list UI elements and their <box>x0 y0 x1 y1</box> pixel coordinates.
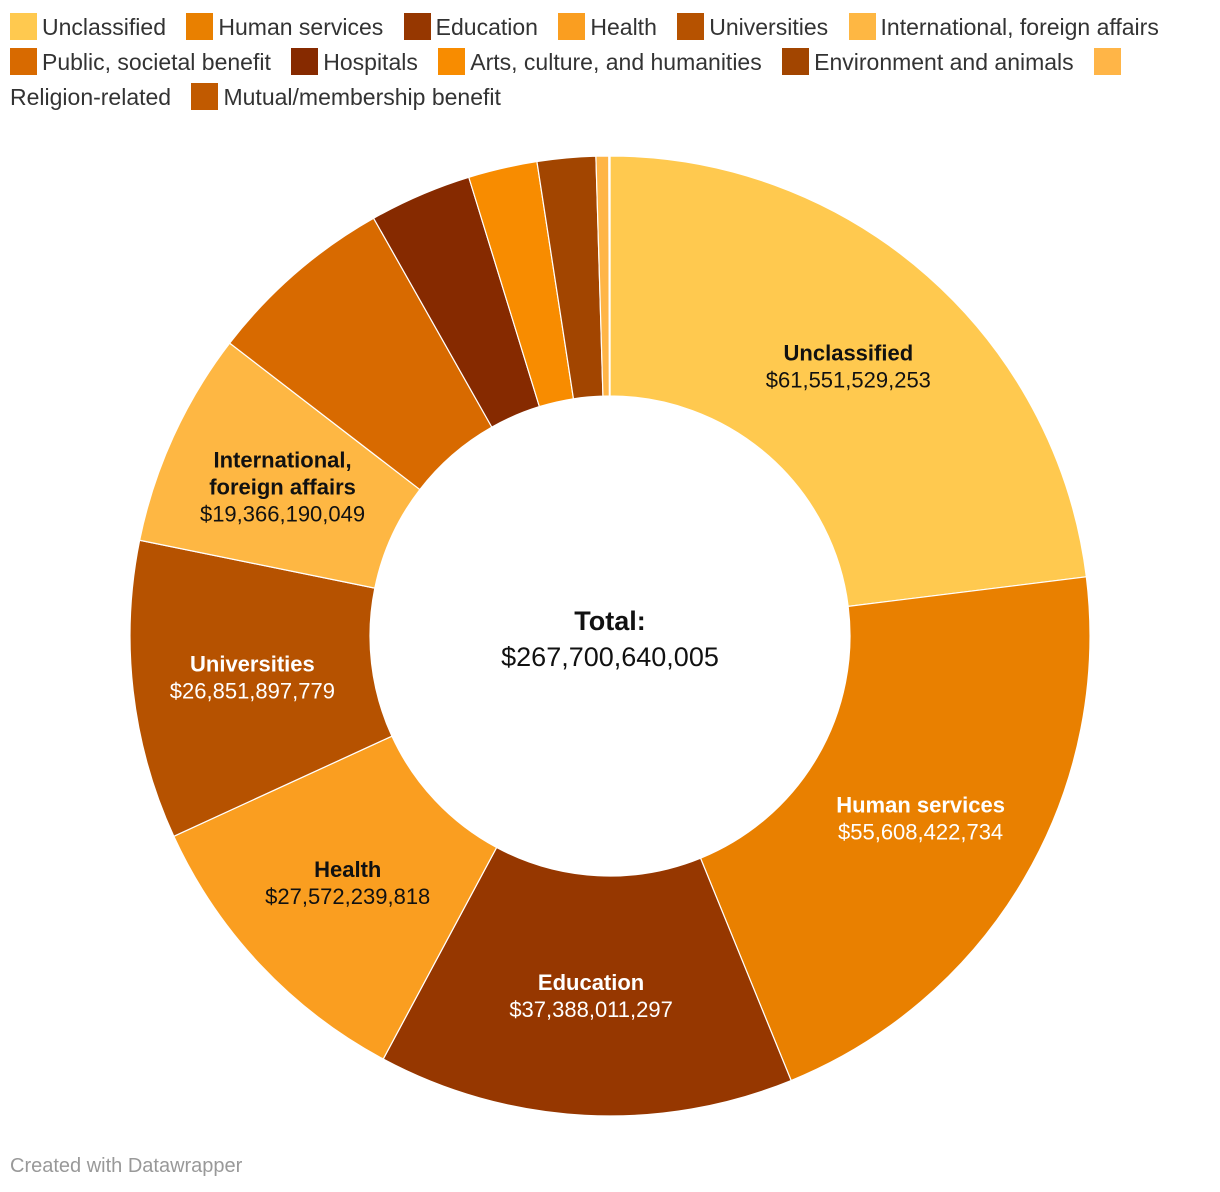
total-value: $267,700,640,005 <box>501 642 719 672</box>
legend-item-universities: Universities <box>677 13 829 40</box>
slice-mutual-membership-benefit <box>608 155 611 397</box>
legend-item-unclassified: Unclassified <box>10 13 166 40</box>
slice-label-name: Unclassified <box>784 341 914 366</box>
legend-swatch <box>291 48 319 75</box>
legend: Unclassified Human services Education He… <box>10 10 1200 115</box>
legend-swatch <box>848 13 876 40</box>
legend-label: Arts, culture, and humanities <box>470 49 762 75</box>
legend-item-hospitals: Hospitals <box>291 48 418 75</box>
slice-health <box>172 735 498 1060</box>
slice-label-name: Health <box>314 857 381 882</box>
legend-swatch <box>1094 48 1122 75</box>
legend-swatch <box>186 13 214 40</box>
legend-swatch <box>438 48 466 75</box>
slice-label-name: Education <box>538 970 644 995</box>
slice-label-name: International, <box>213 447 351 472</box>
legend-swatch <box>10 13 37 40</box>
slice-label-name: foreign affairs <box>209 474 356 499</box>
legend-label: Religion-related <box>10 84 172 110</box>
slice-label-value: $27,572,239,818 <box>265 884 430 909</box>
slice-universities <box>129 539 393 838</box>
slice-human-services <box>699 576 1091 1082</box>
legend-swatch <box>782 48 810 75</box>
slice-label-value: $37,388,011,297 <box>509 997 673 1022</box>
legend-label: Unclassified <box>42 14 166 40</box>
total-title: Total: <box>574 606 645 636</box>
slice-labels-group: Unclassified$61,551,529,253 Human service… <box>170 341 1005 1022</box>
legend-item-human-services: Human services <box>186 13 384 40</box>
legend-label: Human services <box>218 14 384 40</box>
legend-item-mutual-membership-benefit: Mutual/membership benefit <box>191 83 501 110</box>
slice-education <box>382 846 792 1117</box>
legend-label: Health <box>590 14 657 40</box>
legend-swatch <box>191 83 219 110</box>
slice-label-value: $19,366,190,049 <box>200 501 365 526</box>
legend-swatch <box>403 13 431 40</box>
slice-label-value: $26,851,897,779 <box>170 679 335 704</box>
slice-label-value: $61,551,529,253 <box>766 368 931 393</box>
legend-label: International, foreign affairs <box>880 14 1159 40</box>
legend-label: Environment and animals <box>814 49 1074 75</box>
legend-label: Education <box>435 14 538 40</box>
legend-swatch <box>10 48 37 75</box>
slice-label-name: Universities <box>190 652 315 677</box>
legend-swatch <box>558 13 586 40</box>
legend-item-religion-related: Religion-related <box>10 48 1126 110</box>
legend-label: Mutual/membership benefit <box>223 84 501 110</box>
legend-item-education: Education <box>403 13 538 40</box>
footer-credit: Created with Datawrapper <box>10 1155 243 1177</box>
legend-item-environment-and-animals: Environment and animals <box>782 48 1074 75</box>
legend-item-international-foreign-affairs: International, foreign affairs <box>848 13 1159 40</box>
legend-label: Hospitals <box>323 49 418 75</box>
slice-label-name: Human services <box>836 793 1005 818</box>
slice-label-value: $55,608,422,734 <box>838 820 1003 845</box>
legend-item-public-societal-benefit: Public, societal benefit <box>10 48 271 75</box>
slice-unclassified <box>609 155 1088 608</box>
legend-swatch <box>677 13 705 40</box>
slices-group <box>129 155 1091 1117</box>
legend-item-health: Health <box>558 13 657 40</box>
legend-label: Public, societal benefit <box>42 49 271 75</box>
legend-label: Universities <box>709 14 829 40</box>
legend-item-arts-culture-and-humanities: Arts, culture, and humanities <box>438 48 762 75</box>
